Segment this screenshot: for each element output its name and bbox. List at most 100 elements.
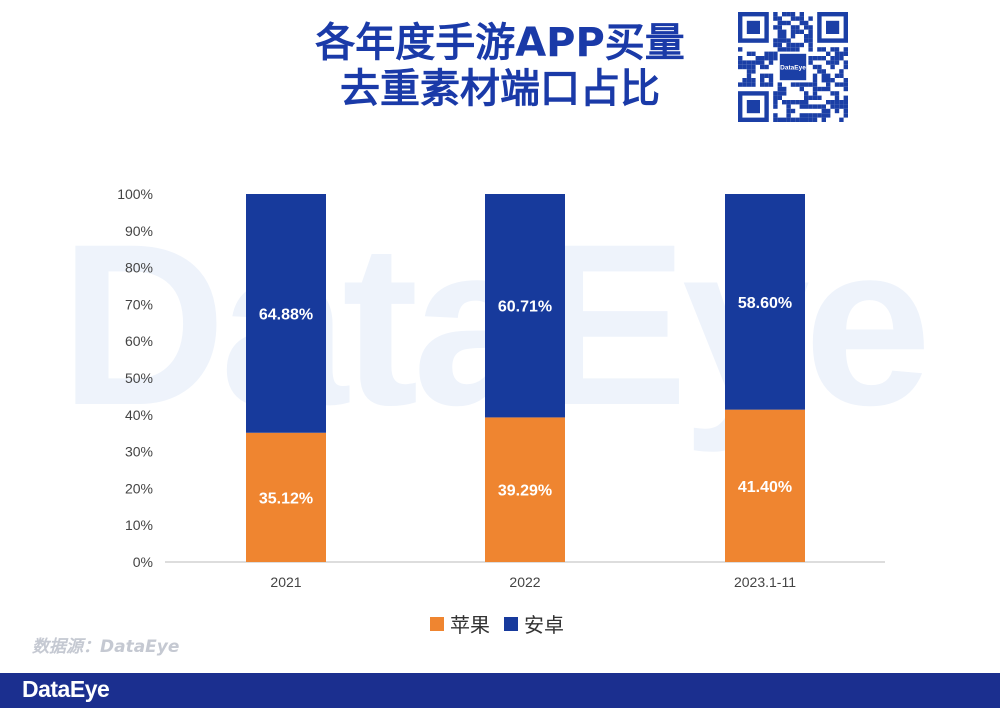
qr-module (742, 82, 747, 87)
data-label: 58.60% (738, 295, 792, 312)
qr-code: DataEye (738, 12, 848, 122)
qr-module (777, 42, 782, 48)
qr-module (786, 47, 791, 52)
qr-module (746, 78, 752, 83)
qr-module (768, 56, 774, 61)
qr-module (773, 38, 778, 43)
data-label: 60.71% (498, 299, 552, 316)
qr-module (777, 25, 782, 30)
qr-module (795, 25, 800, 30)
qr-module (742, 64, 747, 70)
y-tick-label: 90% (125, 223, 153, 239)
qr-module (843, 60, 848, 65)
qr-module (777, 29, 782, 34)
qr-module (808, 95, 813, 100)
qr-module (799, 100, 804, 105)
qr-module (768, 73, 774, 78)
qr-module (786, 104, 791, 109)
qr-module (786, 108, 791, 114)
qr-module (834, 95, 840, 100)
qr-module (760, 78, 765, 83)
qr-module (795, 47, 800, 52)
qr-module (777, 86, 782, 92)
qr-module (777, 117, 782, 122)
qr-module (817, 95, 822, 100)
bar-apple (485, 417, 565, 562)
qr-module (786, 113, 791, 118)
qr-module (790, 16, 796, 21)
qr-module (760, 64, 765, 70)
qr-module (804, 95, 809, 100)
qr-module (777, 38, 782, 43)
qr-module (768, 60, 774, 65)
qr-module (830, 78, 835, 83)
qr-module (790, 25, 796, 30)
qr-module (830, 91, 835, 96)
qr-module (834, 73, 840, 78)
qr-module (773, 100, 778, 105)
qr-module (777, 20, 782, 26)
qr-module (808, 113, 813, 118)
qr-module (799, 20, 804, 26)
qr-module (830, 64, 835, 70)
qr-module (834, 60, 840, 65)
qr-module (773, 12, 778, 17)
qr-module (738, 64, 743, 70)
x-tick-label: 2023.1-11 (734, 574, 796, 590)
qr-module (799, 29, 804, 34)
qr-module (799, 117, 804, 122)
qr-module (786, 12, 791, 17)
qr-module (777, 95, 782, 100)
qr-module (746, 51, 752, 56)
y-tick-label: 60% (125, 333, 153, 349)
y-tick-label: 20% (125, 480, 153, 496)
qr-finder-core (746, 100, 760, 114)
qr-module (826, 100, 831, 105)
qr-module (826, 78, 831, 83)
qr-module (773, 91, 778, 96)
qr-module (812, 64, 818, 70)
qr-module (795, 117, 800, 122)
qr-module (738, 60, 743, 65)
qr-module (795, 29, 800, 34)
qr-module (804, 117, 809, 122)
qr-module (834, 47, 840, 52)
qr-module (821, 117, 826, 122)
qr-module (843, 108, 848, 114)
qr-module (795, 100, 800, 105)
qr-finder-core (746, 20, 760, 34)
qr-module (817, 56, 822, 61)
qr-module (826, 73, 831, 78)
qr-module (834, 56, 840, 61)
qr-module (808, 34, 813, 39)
data-label: 64.88% (259, 306, 313, 323)
qr-module (755, 60, 760, 65)
qr-module (799, 42, 804, 48)
qr-module (812, 73, 818, 78)
qr-module (782, 91, 787, 96)
qr-module (773, 16, 778, 21)
qr-module (830, 56, 835, 61)
qr-module (738, 47, 743, 52)
qr-module (790, 100, 796, 105)
qr-module (773, 56, 778, 61)
qr-module (795, 82, 800, 87)
qr-module (817, 47, 822, 52)
qr-module (760, 82, 765, 87)
legend-item-apple: 苹果 (430, 609, 490, 638)
qr-module (812, 86, 818, 92)
qr-module (768, 82, 774, 87)
qr-module (751, 64, 756, 70)
qr-module (812, 56, 818, 61)
bar-apple (725, 409, 805, 562)
qr-module (812, 82, 818, 87)
qr-module (821, 86, 826, 92)
qr-module (751, 69, 756, 74)
data-label: 39.29% (498, 483, 552, 500)
qr-module (746, 73, 752, 78)
qr-module (843, 104, 848, 109)
qr-module (782, 34, 787, 39)
qr-module (804, 113, 809, 118)
qr-module (795, 42, 800, 48)
qr-module (751, 82, 756, 87)
